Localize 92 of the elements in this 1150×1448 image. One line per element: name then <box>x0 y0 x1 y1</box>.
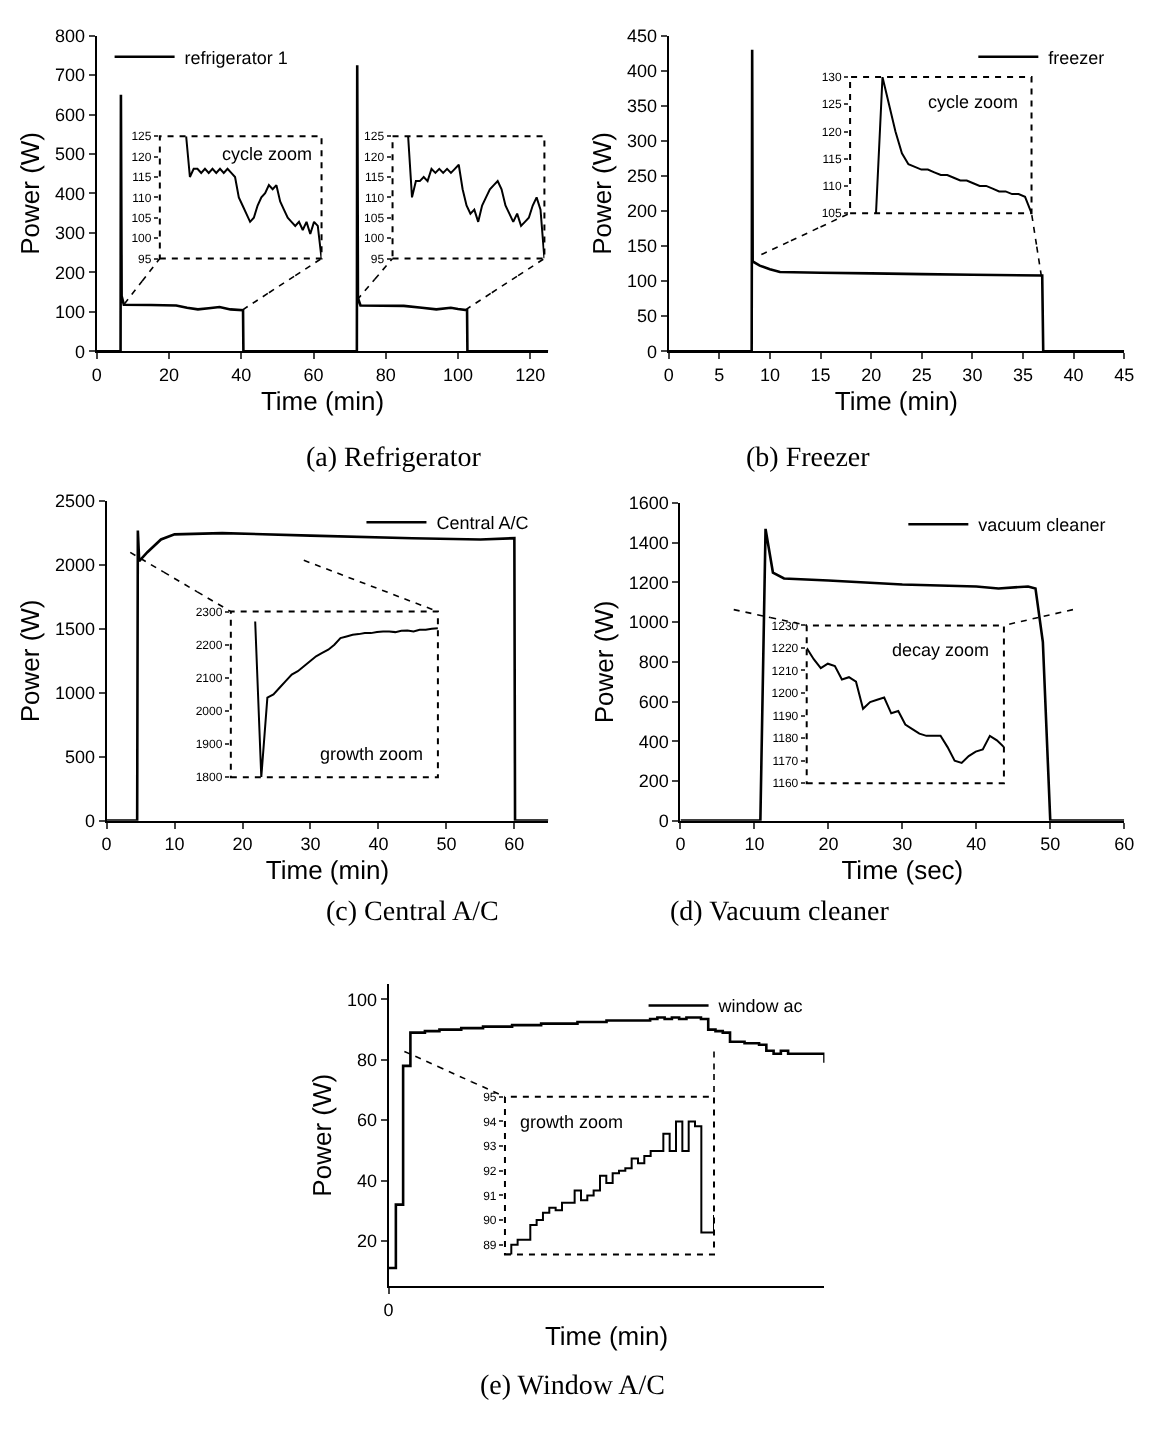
x-tick-label: 20 <box>232 834 253 855</box>
x-tick-label: 40 <box>1063 364 1084 385</box>
x-tick-label: 5 <box>714 364 725 385</box>
x-tick-label: 60 <box>1114 834 1135 855</box>
x-tick-label: 45 <box>1114 364 1135 385</box>
y-tick-label: 800 <box>55 25 86 46</box>
text: (d) Vacuum cleaner <box>670 898 890 928</box>
y-axis-title: Power (W) <box>306 1073 337 1197</box>
y-tick-label: 0 <box>658 810 669 831</box>
x-axis-title: Time (min) <box>265 855 390 886</box>
x-axis-title: Time (min) <box>834 386 959 417</box>
y-tick-label: 600 <box>638 691 669 712</box>
x-tick-label: 60 <box>504 834 525 855</box>
y-tick-label: 250 <box>626 166 658 187</box>
y-tick-label: 400 <box>638 731 669 752</box>
x-tick-label: 35 <box>1012 364 1034 385</box>
y-tick-label: 300 <box>626 131 658 152</box>
x-axis-title: Time (min) <box>260 386 385 417</box>
x-tick-label: 40 <box>966 834 987 855</box>
x-tick-label: 0 <box>101 834 112 855</box>
annotation: growth zoom <box>520 1112 624 1132</box>
y-tick-label: 200 <box>55 262 86 283</box>
text: (c) Central A/C <box>326 898 499 928</box>
x-tick-label: 30 <box>300 834 321 855</box>
y-tick-label: 450 <box>626 25 658 46</box>
annotation: growth zoom <box>320 744 424 764</box>
y-tick-label: 100 <box>626 271 658 292</box>
y-tick-label: 60 <box>356 1110 377 1131</box>
annotation: decay zoom <box>892 640 990 660</box>
y-tick-label: 0 <box>84 810 95 831</box>
y-tick-label: 600 <box>55 104 86 125</box>
legend-label: vacuum cleaner <box>978 515 1106 536</box>
y-tick-label: 200 <box>626 201 658 222</box>
text: (a) Refrigerator <box>306 444 482 474</box>
x-tick-label: 15 <box>810 364 831 385</box>
line-series <box>254 620 438 778</box>
x-tick-label: 100 <box>442 364 474 385</box>
x-axis-title: Time (sec) <box>841 855 964 886</box>
y-tick-label: 400 <box>626 61 658 81</box>
legend-label: window ac <box>716 996 804 1017</box>
y-tick-label: 1500 <box>54 619 95 640</box>
x-tick-label: 0 <box>675 834 686 855</box>
y-tick-label: 0 <box>75 341 86 362</box>
y-tick-label: 1000 <box>54 683 95 704</box>
legend-label: freezer <box>1048 47 1105 68</box>
y-tick-label: 400 <box>55 183 86 204</box>
x-tick-label: 10 <box>164 834 185 855</box>
annotation: cycle zoom <box>222 144 313 164</box>
y-tick-label: 40 <box>356 1170 377 1191</box>
y-tick-label: 200 <box>638 771 669 792</box>
y-tick-label: 1600 <box>628 493 669 514</box>
x-tick-label: 20 <box>158 364 179 385</box>
x-tick-label: 50 <box>1040 834 1061 855</box>
x-tick-label: 30 <box>892 834 913 855</box>
y-axis-title: Power (W) <box>14 132 45 255</box>
y-axis-title: Power (W) <box>14 599 45 723</box>
x-tick-label: 40 <box>231 364 252 385</box>
x-tick-label: 120 <box>515 364 546 385</box>
x-tick-label: 60 <box>303 364 324 385</box>
legend-label: Central A/C <box>436 513 530 534</box>
y-tick-label: 1200 <box>628 572 669 593</box>
y-tick-label: 150 <box>626 236 658 257</box>
y-axis-title: Power (W) <box>586 132 617 255</box>
y-tick-label: 800 <box>638 652 669 673</box>
legend-label: refrigerator 1 <box>184 47 288 68</box>
y-tick-label: 100 <box>55 302 86 323</box>
y-tick-label: 2500 <box>54 491 95 512</box>
y-tick-label: 1400 <box>628 533 669 554</box>
y-tick-label: 50 <box>637 306 658 327</box>
x-tick-label: 20 <box>861 364 882 385</box>
line-series <box>806 646 1004 764</box>
y-tick-label: 100 <box>346 989 377 1010</box>
y-tick-label: 1000 <box>628 612 669 633</box>
x-tick-label: 25 <box>911 364 932 385</box>
text: (b) Freezer <box>746 444 871 474</box>
x-tick-label: 50 <box>436 834 457 855</box>
y-tick-label: 500 <box>55 144 86 165</box>
x-tick-label: 30 <box>962 364 983 385</box>
y-tick-label: 20 <box>356 1231 377 1252</box>
annotation: cycle zoom <box>928 92 1019 112</box>
y-tick-label: 0 <box>647 341 658 362</box>
text: (e) Window A/C <box>480 1372 666 1402</box>
y-tick-label: 300 <box>55 223 86 244</box>
x-tick-label: 10 <box>759 364 780 385</box>
y-tick-label: 80 <box>356 1050 377 1071</box>
x-axis-title: Time (min) <box>544 1320 669 1351</box>
y-tick-label: 350 <box>626 96 658 117</box>
x-tick-label: 10 <box>744 834 765 855</box>
y-tick-label: 2000 <box>54 555 95 576</box>
y-tick-label: 500 <box>64 747 95 768</box>
y-tick-label: 700 <box>55 65 86 86</box>
y-axis-title: Power (W) <box>588 600 619 724</box>
